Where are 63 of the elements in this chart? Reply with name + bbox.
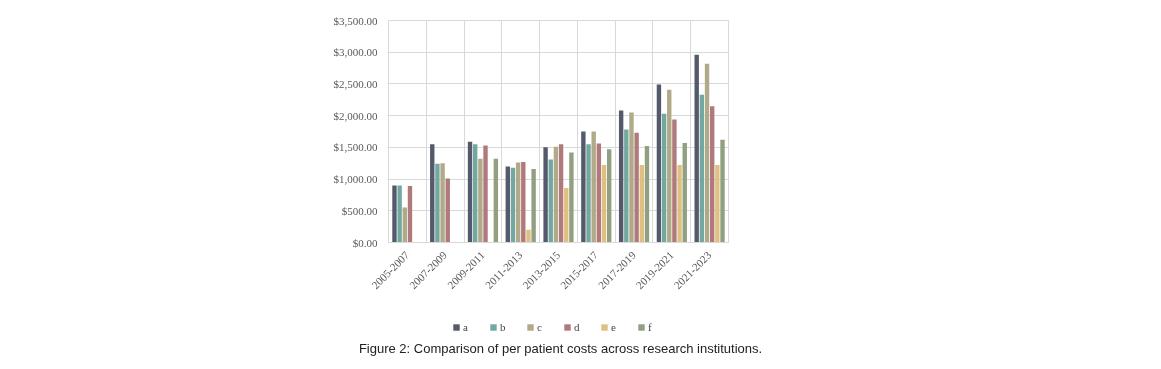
- caption: Figure 2: Comparison of per patient costs across research institutions.: [358, 340, 763, 356]
- bar: [624, 129, 629, 243]
- bar: [629, 112, 634, 243]
- legend-label: d: [574, 321, 581, 333]
- legend-label: f: [648, 321, 653, 333]
- bar: [694, 54, 699, 243]
- y-tick-label: $1,500.00: [333, 141, 378, 154]
- bar: [661, 113, 667, 243]
- bar: [581, 131, 586, 243]
- bar: [596, 143, 602, 243]
- bar: [558, 144, 564, 243]
- bar: [591, 131, 596, 243]
- y-tick-label: $3,500.00: [333, 14, 378, 27]
- bar: [553, 146, 559, 243]
- bar: [569, 152, 574, 243]
- bar: [715, 165, 720, 243]
- bar: [435, 163, 440, 243]
- bar: [720, 139, 725, 243]
- y-tick-label: $1,000.00: [333, 173, 378, 186]
- bar: [483, 145, 488, 243]
- y-tick-label: $500.00: [341, 204, 378, 217]
- bar: [639, 165, 644, 243]
- bar: [644, 146, 650, 243]
- bar: [682, 142, 687, 243]
- y-tick-label: $0.00: [352, 236, 378, 249]
- bar: [667, 89, 672, 243]
- bar: [478, 158, 483, 243]
- bar: [473, 144, 478, 243]
- bar: [618, 110, 624, 243]
- bar: [467, 141, 473, 243]
- legend-label: a: [463, 321, 469, 333]
- legend-label: c: [537, 321, 543, 333]
- bar: [397, 185, 402, 243]
- bar: [510, 167, 516, 243]
- bar: [656, 84, 662, 243]
- bar: [505, 166, 511, 243]
- legend-label: b: [500, 321, 507, 333]
- bar: [407, 186, 413, 243]
- bar: [677, 165, 682, 243]
- bar: [710, 106, 715, 243]
- bar: [531, 168, 536, 243]
- bar: [601, 165, 607, 243]
- y-tick-label: $2,000.00: [333, 109, 378, 122]
- bar: [526, 229, 531, 243]
- bar: [634, 132, 639, 243]
- bar: [564, 187, 569, 243]
- bar: [392, 185, 397, 243]
- bar: [493, 158, 499, 243]
- bar: [543, 147, 548, 243]
- bar: [586, 144, 591, 243]
- y-tick-label: $2,500.00: [333, 77, 378, 90]
- bar: [440, 163, 445, 243]
- y-tick-label: $3,000.00: [333, 46, 378, 59]
- bar: [548, 159, 553, 243]
- bar: [704, 63, 710, 243]
- bar: [515, 162, 521, 243]
- bar: [672, 119, 677, 243]
- bar: [430, 144, 435, 243]
- bar: [521, 161, 526, 243]
- bar: [699, 94, 705, 243]
- legend-label: e: [611, 321, 617, 333]
- bar: [445, 178, 450, 243]
- bar: [606, 149, 612, 243]
